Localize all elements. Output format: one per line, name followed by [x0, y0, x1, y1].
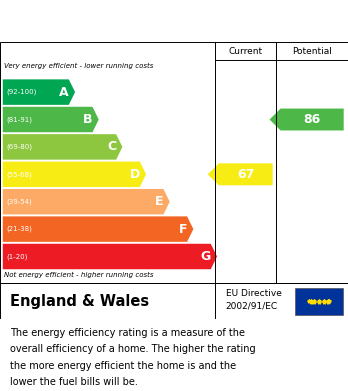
- Polygon shape: [270, 109, 344, 131]
- Text: A: A: [60, 86, 69, 99]
- Polygon shape: [3, 161, 146, 187]
- Polygon shape: [3, 216, 193, 242]
- Text: 86: 86: [303, 113, 321, 126]
- Polygon shape: [3, 134, 122, 160]
- Text: (81-91): (81-91): [6, 116, 32, 123]
- Text: D: D: [130, 168, 140, 181]
- Text: 67: 67: [237, 168, 254, 181]
- Text: E: E: [155, 195, 164, 208]
- Text: Not energy efficient - higher running costs: Not energy efficient - higher running co…: [4, 272, 154, 278]
- Text: C: C: [107, 140, 116, 153]
- Text: Current: Current: [229, 47, 263, 56]
- Polygon shape: [208, 163, 272, 185]
- Text: EU Directive
2002/91/EC: EU Directive 2002/91/EC: [226, 289, 282, 310]
- Text: Very energy efficient - lower running costs: Very energy efficient - lower running co…: [4, 63, 153, 69]
- Text: (55-68): (55-68): [6, 171, 32, 178]
- Text: F: F: [179, 222, 187, 236]
- Polygon shape: [3, 79, 75, 105]
- Text: the more energy efficient the home is and the: the more energy efficient the home is an…: [10, 361, 237, 371]
- Text: The energy efficiency rating is a measure of the: The energy efficiency rating is a measur…: [10, 328, 245, 338]
- Text: Energy Efficiency Rating: Energy Efficiency Rating: [69, 14, 279, 29]
- Text: overall efficiency of a home. The higher the rating: overall efficiency of a home. The higher…: [10, 344, 256, 355]
- Text: Potential: Potential: [292, 47, 332, 56]
- Text: B: B: [83, 113, 93, 126]
- Text: G: G: [201, 250, 211, 263]
- Text: England & Wales: England & Wales: [10, 294, 150, 309]
- Text: (21-38): (21-38): [6, 226, 32, 232]
- Text: (39-54): (39-54): [6, 199, 32, 205]
- Text: lower the fuel bills will be.: lower the fuel bills will be.: [10, 377, 138, 387]
- FancyBboxPatch shape: [295, 288, 343, 315]
- Polygon shape: [3, 189, 170, 214]
- Text: (1-20): (1-20): [6, 253, 27, 260]
- Polygon shape: [3, 244, 217, 269]
- Polygon shape: [3, 107, 99, 132]
- Text: (92-100): (92-100): [6, 89, 37, 95]
- Text: (69-80): (69-80): [6, 143, 32, 150]
